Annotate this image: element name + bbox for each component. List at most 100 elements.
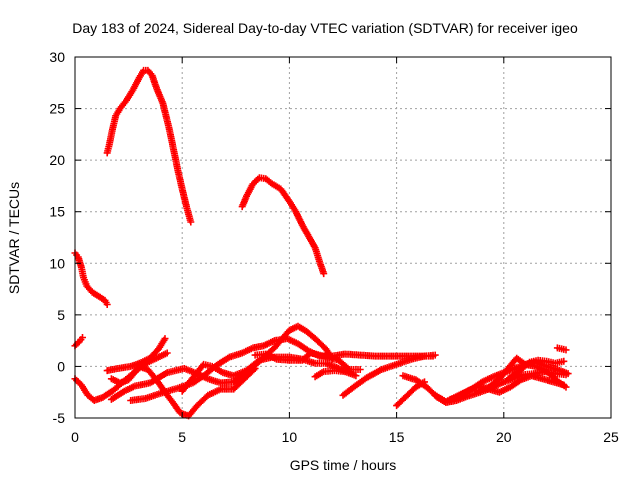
data-point-run	[299, 223, 312, 239]
data-point	[187, 218, 195, 226]
data-point-run	[129, 395, 148, 404]
data-point-run	[341, 384, 356, 398]
data-point-run	[313, 336, 328, 352]
data-point-run	[191, 373, 206, 386]
series-arc-2	[103, 66, 195, 226]
data-point-run	[351, 375, 369, 390]
series-arc-1	[71, 249, 111, 308]
series-arc-6	[103, 335, 169, 375]
data-series	[71, 66, 572, 420]
data-point-run	[113, 106, 123, 118]
data-point-run	[171, 401, 183, 415]
data-point-run	[79, 383, 91, 398]
data-point-run	[251, 175, 262, 186]
data-point-run	[270, 181, 283, 192]
data-point-run	[285, 335, 300, 347]
x-tick-label: 0	[71, 429, 79, 445]
data-point-run	[556, 344, 568, 353]
series-arc-18	[474, 354, 570, 395]
data-point	[564, 370, 572, 378]
data-point-run	[514, 355, 527, 367]
series-arc-4	[71, 334, 86, 350]
y-tick-label: 30	[49, 49, 65, 65]
data-point	[352, 372, 360, 380]
data-point-run	[145, 68, 155, 78]
data-point-run	[179, 375, 196, 394]
y-tick-label: 5	[57, 307, 65, 323]
data-point-run	[448, 391, 463, 403]
data-point	[163, 349, 171, 357]
data-point-run	[148, 370, 170, 386]
data-point-run	[394, 395, 408, 408]
data-point-run	[497, 366, 511, 381]
data-point-run	[544, 369, 560, 383]
data-point-run	[170, 148, 181, 173]
series-arc-14	[393, 378, 428, 410]
data-point	[320, 270, 328, 278]
data-point	[431, 351, 439, 359]
data-point-run	[136, 68, 146, 80]
data-point-run	[109, 388, 127, 402]
data-point-run	[536, 357, 548, 365]
series-arc-5	[71, 349, 171, 404]
data-point-run	[210, 364, 225, 376]
data-point-run	[480, 374, 495, 385]
data-point-run	[413, 377, 429, 390]
data-point-run	[147, 346, 161, 361]
data-point-run	[72, 339, 82, 348]
data-point-run	[166, 127, 177, 152]
series-arc-13	[339, 351, 439, 399]
data-point	[560, 357, 568, 365]
data-point-run	[90, 289, 101, 299]
y-tick-label: 0	[57, 358, 65, 374]
data-point	[562, 346, 570, 354]
data-point-run	[183, 205, 194, 224]
data-point-run	[165, 365, 186, 376]
x-tick-label: 10	[282, 429, 298, 445]
data-point-run	[469, 379, 485, 392]
y-tick-label: -5	[53, 410, 66, 426]
data-point-run	[296, 341, 311, 354]
x-axis-label: GPS time / hours	[290, 457, 397, 473]
data-point-run	[73, 376, 84, 387]
data-point-run	[231, 376, 247, 392]
y-tick-label: 15	[49, 204, 65, 220]
data-point	[356, 366, 364, 373]
data-point-run	[80, 276, 90, 288]
series-arc-12	[311, 367, 360, 381]
data-point	[161, 335, 169, 343]
data-point-run	[130, 75, 142, 92]
data-point-run	[263, 176, 275, 187]
data-point-run	[156, 336, 168, 351]
data-point-run	[486, 376, 502, 390]
y-tick-label: 25	[49, 101, 65, 117]
data-point-run	[304, 329, 318, 341]
data-point-run	[154, 350, 169, 361]
data-point-run	[214, 354, 232, 368]
data-point-run	[508, 377, 523, 390]
data-point-run	[516, 360, 532, 374]
data-point-run	[244, 357, 262, 373]
y-tick-label: 10	[49, 255, 65, 271]
series-arc-19	[504, 356, 568, 383]
y-tick-label: 20	[49, 152, 65, 168]
data-point	[79, 334, 86, 341]
chart-title: Day 183 of 2024, Sidereal Day-to-day VTE…	[72, 20, 578, 36]
data-point-run	[313, 369, 326, 380]
data-point-run	[287, 199, 299, 214]
data-point-run	[545, 358, 557, 367]
data-point-run	[264, 351, 279, 362]
data-point-run	[506, 369, 521, 382]
x-tick-label: 25	[603, 429, 619, 445]
data-point-run	[174, 168, 186, 191]
data-point-run	[117, 98, 129, 111]
data-point-run	[195, 393, 211, 408]
data-point-run	[100, 387, 116, 400]
data-point-run	[258, 174, 268, 182]
data-point-run	[553, 358, 566, 367]
data-point	[562, 383, 570, 391]
data-point-run	[106, 127, 116, 147]
data-point-run	[364, 366, 384, 381]
data-point-run	[459, 386, 474, 397]
